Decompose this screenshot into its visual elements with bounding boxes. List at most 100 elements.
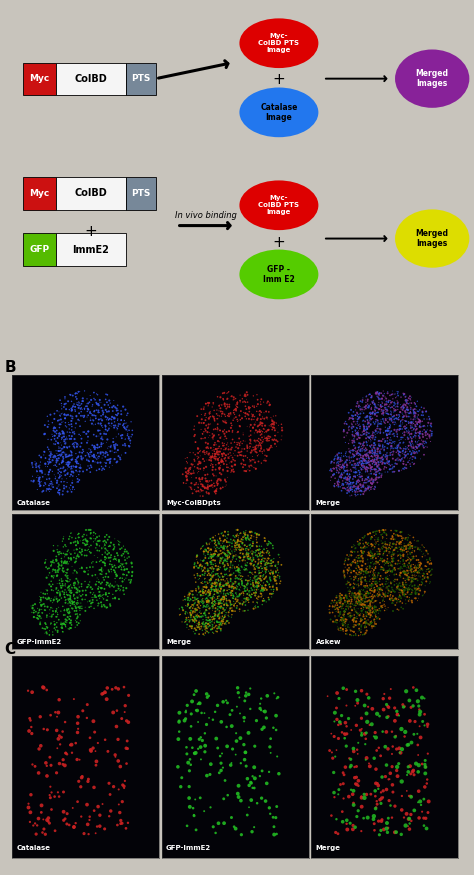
Point — [396, 588, 404, 602]
Point — [79, 534, 86, 548]
Point — [123, 416, 130, 430]
Point — [351, 602, 358, 616]
Point — [378, 554, 385, 568]
Point — [245, 546, 252, 560]
Point — [357, 789, 365, 803]
Point — [97, 563, 105, 577]
Point — [95, 398, 102, 412]
Point — [214, 741, 221, 755]
Point — [374, 447, 382, 461]
Point — [395, 591, 403, 605]
Point — [257, 424, 265, 438]
Point — [366, 572, 374, 586]
Point — [226, 550, 233, 564]
Point — [230, 533, 237, 547]
Point — [347, 402, 355, 416]
Point — [65, 457, 73, 471]
Point — [29, 601, 36, 615]
Point — [257, 559, 264, 573]
Point — [337, 452, 344, 466]
Point — [258, 444, 266, 458]
Point — [383, 394, 391, 408]
Point — [201, 599, 209, 613]
Point — [353, 405, 361, 419]
Point — [72, 421, 79, 435]
Point — [235, 563, 242, 577]
Point — [373, 744, 381, 758]
Point — [190, 613, 197, 627]
Point — [234, 415, 241, 429]
Point — [256, 571, 264, 585]
Point — [356, 536, 364, 550]
Point — [227, 555, 235, 569]
Point — [213, 550, 221, 564]
Point — [187, 608, 195, 622]
Point — [243, 542, 251, 556]
Point — [98, 430, 106, 444]
Point — [264, 591, 272, 605]
Point — [263, 449, 271, 463]
Point — [364, 456, 372, 470]
Point — [333, 462, 340, 476]
Point — [402, 394, 410, 408]
Point — [335, 782, 343, 796]
Point — [202, 621, 210, 635]
Point — [388, 441, 396, 455]
Point — [386, 446, 394, 460]
Point — [42, 457, 49, 471]
Point — [258, 764, 266, 778]
Point — [355, 559, 362, 573]
FancyBboxPatch shape — [56, 234, 126, 266]
Point — [248, 555, 256, 569]
Point — [396, 548, 404, 562]
Point — [407, 808, 415, 822]
Point — [380, 588, 388, 602]
Point — [231, 575, 239, 589]
Point — [53, 424, 61, 438]
Point — [40, 427, 48, 441]
Point — [269, 415, 277, 429]
Point — [86, 575, 93, 589]
Point — [331, 706, 338, 720]
Point — [422, 428, 429, 442]
Point — [191, 435, 199, 449]
Point — [124, 406, 131, 420]
Point — [29, 601, 36, 615]
Point — [351, 591, 359, 605]
Point — [52, 623, 59, 637]
Point — [256, 432, 264, 446]
Point — [55, 573, 63, 587]
Point — [36, 455, 44, 469]
Point — [225, 583, 233, 597]
Point — [211, 479, 219, 493]
Point — [103, 600, 110, 614]
Point — [262, 552, 270, 566]
Point — [237, 569, 245, 583]
Point — [63, 480, 70, 494]
Point — [372, 575, 379, 589]
Point — [198, 542, 205, 556]
Point — [348, 433, 356, 447]
Point — [375, 446, 383, 460]
Point — [236, 535, 244, 549]
Point — [409, 570, 417, 584]
Point — [223, 425, 230, 439]
Point — [201, 609, 209, 623]
Point — [427, 435, 434, 449]
Point — [211, 584, 219, 598]
Point — [276, 577, 283, 591]
Point — [243, 558, 250, 572]
Point — [262, 570, 269, 584]
Point — [250, 571, 258, 585]
Point — [253, 528, 261, 542]
Point — [267, 558, 274, 572]
Point — [71, 436, 79, 450]
Point — [343, 487, 351, 500]
Point — [66, 589, 74, 603]
Point — [396, 418, 403, 432]
Point — [209, 601, 217, 615]
Point — [264, 554, 271, 568]
Point — [367, 551, 375, 565]
Point — [232, 550, 239, 564]
Point — [346, 471, 354, 485]
